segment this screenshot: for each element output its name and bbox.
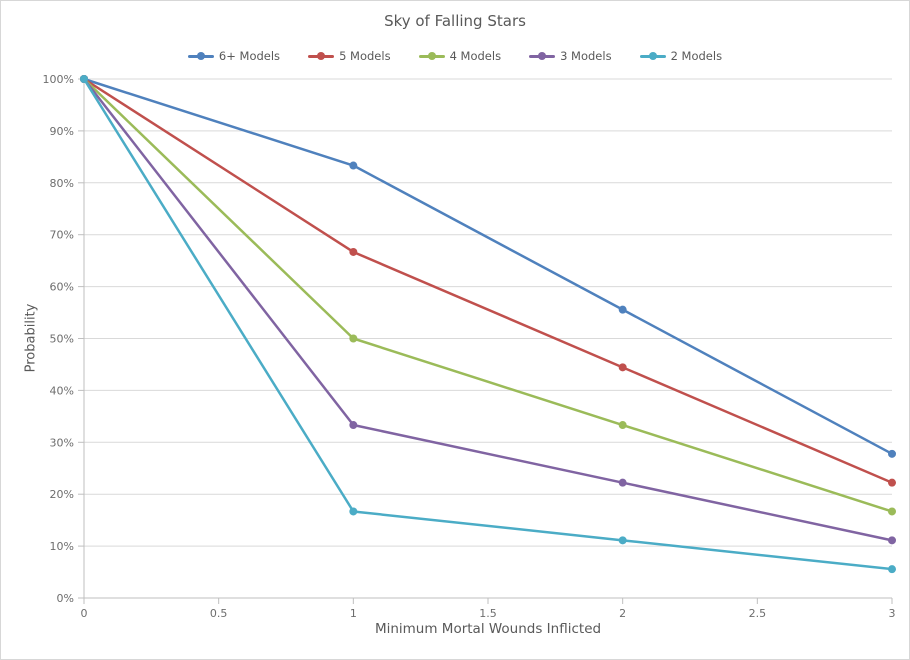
legend-label: 4 Models bbox=[449, 49, 502, 63]
series-point-6plus-models bbox=[618, 305, 627, 314]
x-tick-label: 0.5 bbox=[210, 607, 228, 620]
x-tick-label: 1 bbox=[350, 607, 357, 620]
y-tick-label: 80% bbox=[50, 177, 74, 190]
series-point-2-models bbox=[80, 75, 88, 83]
y-tick-label: 0% bbox=[57, 592, 74, 605]
y-tick-label: 10% bbox=[50, 540, 74, 553]
legend-marker-icon bbox=[418, 52, 445, 61]
legend-dot-icon bbox=[538, 52, 547, 60]
series-point-4-models bbox=[618, 421, 627, 430]
legend-dot-icon bbox=[196, 52, 205, 60]
legend-item-4-models: 4 Models bbox=[418, 49, 502, 63]
x-tick-label: 0 bbox=[81, 607, 88, 620]
series-line-4-models bbox=[82, 77, 894, 513]
y-tick-label: 20% bbox=[50, 488, 74, 501]
series-point-5-models bbox=[888, 478, 896, 487]
x-axis-title: Minimum Mortal Wounds Inflicted bbox=[374, 621, 602, 637]
series-line-6plus-models bbox=[82, 77, 894, 456]
x-tick-label: 2.5 bbox=[749, 607, 767, 620]
y-tick-label: 100% bbox=[43, 73, 74, 86]
legend-dot-icon bbox=[317, 52, 326, 60]
y-axis-title: Probability bbox=[23, 303, 39, 373]
y-tick-label: 60% bbox=[50, 281, 74, 294]
legend-label: 3 Models bbox=[560, 49, 612, 63]
legend-label: 6+ Models bbox=[218, 49, 281, 63]
y-tick-label: 50% bbox=[50, 333, 74, 346]
series-point-4-models bbox=[349, 334, 358, 343]
series-point-3-models bbox=[618, 478, 627, 487]
legend-dot-icon bbox=[648, 52, 657, 60]
legend-item-6plus-models: 6+ Models bbox=[187, 49, 281, 63]
y-tick-label: 90% bbox=[50, 125, 74, 138]
x-tick-label: 1.5 bbox=[479, 607, 497, 620]
legend: 6+ Models 5 Models 4 Models 3 Models 2 Model… bbox=[1, 48, 909, 64]
series-line-5-models bbox=[82, 77, 894, 484]
series-point-6plus-models bbox=[888, 449, 896, 458]
series-point-5-models bbox=[349, 247, 358, 256]
chart-title: Sky of Falling Stars bbox=[384, 12, 526, 30]
legend-marker-icon bbox=[308, 52, 335, 61]
series-point-4-models bbox=[888, 507, 896, 516]
series-point-3-models bbox=[349, 421, 358, 430]
legend-item-2-models: 2 Models bbox=[639, 49, 723, 63]
legend-marker-icon bbox=[639, 52, 666, 61]
legend-label: 2 Models bbox=[670, 49, 723, 63]
legend-item-3-models: 3 Models bbox=[529, 49, 612, 63]
series-point-3-models bbox=[888, 536, 896, 545]
y-tick-label: 40% bbox=[50, 384, 74, 397]
series-point-2-models bbox=[349, 507, 358, 516]
series-point-2-models bbox=[888, 565, 896, 574]
legend-marker-icon bbox=[529, 52, 556, 61]
x-tick-label: 2 bbox=[619, 607, 626, 620]
legend-dot-icon bbox=[427, 52, 436, 60]
series-line-3-models bbox=[82, 77, 894, 542]
series-point-2-models bbox=[618, 536, 627, 545]
legend-label: 5 Models bbox=[339, 49, 391, 63]
series-line-2-models bbox=[82, 77, 894, 571]
x-tick-label: 3 bbox=[889, 607, 896, 620]
legend-item-5-models: 5 Models bbox=[308, 49, 391, 63]
y-tick-label: 30% bbox=[50, 436, 74, 449]
series-point-5-models bbox=[618, 363, 627, 372]
series-point-6plus-models bbox=[349, 161, 358, 170]
y-tick-label: 70% bbox=[50, 229, 74, 242]
legend-marker-icon bbox=[187, 52, 214, 61]
